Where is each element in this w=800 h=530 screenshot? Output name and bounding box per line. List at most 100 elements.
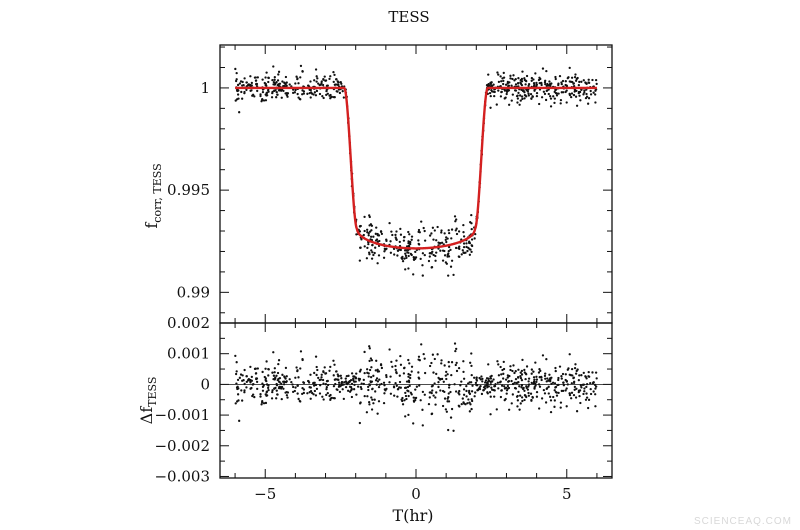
residual-point — [437, 381, 440, 384]
data-point — [238, 82, 242, 85]
data-point — [468, 253, 472, 256]
data-point — [401, 260, 405, 263]
residual-point — [458, 393, 461, 396]
data-point — [376, 262, 379, 265]
residual-point — [509, 368, 512, 372]
residual-point — [417, 371, 420, 374]
data-point — [540, 83, 543, 87]
data-point — [521, 97, 524, 101]
data-point — [500, 90, 503, 94]
residual-point — [530, 368, 534, 371]
residual-point — [549, 377, 552, 380]
residual-point — [309, 386, 312, 389]
residual-point — [465, 395, 468, 398]
chart-title: TESS — [388, 8, 429, 26]
residual-point — [545, 358, 548, 361]
residual-point — [514, 378, 518, 381]
data-point — [264, 82, 267, 86]
residual-point — [582, 383, 586, 386]
data-point — [584, 96, 588, 100]
data-point — [573, 75, 577, 79]
data-point — [420, 220, 423, 223]
data-point — [543, 92, 547, 96]
residual-point — [506, 384, 509, 388]
data-point — [517, 77, 520, 80]
residual-point — [467, 382, 470, 385]
residual-point — [527, 391, 530, 395]
residual-point — [316, 368, 319, 372]
top-y-axis-label: fcorr, TESS — [142, 163, 164, 228]
residual-point — [306, 392, 309, 395]
data-point — [338, 91, 342, 95]
data-point — [509, 74, 512, 77]
residual-point — [540, 378, 543, 382]
residual-point — [271, 389, 274, 392]
residual-point — [572, 376, 576, 379]
data-point — [535, 91, 539, 95]
data-point — [519, 82, 523, 85]
data-point — [409, 240, 412, 244]
residual-point — [369, 380, 372, 383]
data-point — [313, 79, 316, 82]
data-point — [395, 230, 398, 233]
residual-point — [325, 388, 328, 391]
residual-point — [282, 383, 286, 386]
data-point — [520, 80, 524, 83]
residual-point — [255, 377, 258, 380]
residual-point — [391, 365, 394, 368]
residual-point — [382, 381, 386, 384]
residual-point — [299, 350, 303, 353]
residual-point — [395, 384, 398, 387]
residual-point — [454, 363, 457, 367]
data-point — [280, 96, 283, 99]
residual-point — [414, 396, 418, 400]
residual-point — [414, 399, 417, 402]
data-point — [336, 80, 339, 83]
residual-point — [314, 355, 318, 358]
residual-point — [500, 384, 504, 387]
residual-point — [520, 373, 524, 376]
data-point — [245, 88, 248, 92]
residual-point — [243, 389, 246, 392]
residual-point — [559, 406, 562, 409]
residual-point — [234, 372, 238, 376]
data-point — [399, 248, 402, 252]
residual-point — [585, 396, 589, 399]
data-point — [454, 220, 457, 223]
residual-point — [495, 408, 498, 411]
data-point — [564, 80, 567, 83]
residual-point — [553, 405, 556, 408]
residual-point — [497, 387, 500, 390]
residual-point — [322, 382, 325, 385]
residual-point — [512, 364, 515, 367]
residual-point — [431, 389, 434, 392]
residual-point — [446, 373, 449, 376]
residual-point — [346, 389, 350, 392]
bottom-y-axis-label-main: Δf — [137, 406, 156, 425]
residual-point — [302, 388, 306, 391]
residual-point — [545, 380, 548, 383]
residual-point — [445, 377, 448, 381]
residual-point — [595, 377, 598, 380]
data-point — [445, 262, 448, 265]
data-point — [450, 259, 454, 262]
residual-point — [423, 393, 426, 396]
data-point — [412, 256, 415, 259]
residual-point — [553, 389, 556, 392]
data-point — [234, 67, 237, 71]
residual-point — [375, 383, 378, 386]
residual-point — [513, 371, 516, 375]
residual-point — [449, 416, 453, 419]
data-point — [594, 93, 597, 96]
residual-point — [401, 396, 404, 400]
residual-point — [417, 376, 420, 379]
data-point — [265, 94, 268, 97]
data-point — [454, 229, 457, 232]
data-point — [572, 82, 576, 85]
residual-point — [489, 395, 492, 398]
residual-point — [378, 383, 381, 386]
residual-point — [313, 381, 316, 384]
residual-point — [447, 428, 450, 432]
data-point — [295, 75, 298, 78]
residual-point — [315, 387, 319, 391]
